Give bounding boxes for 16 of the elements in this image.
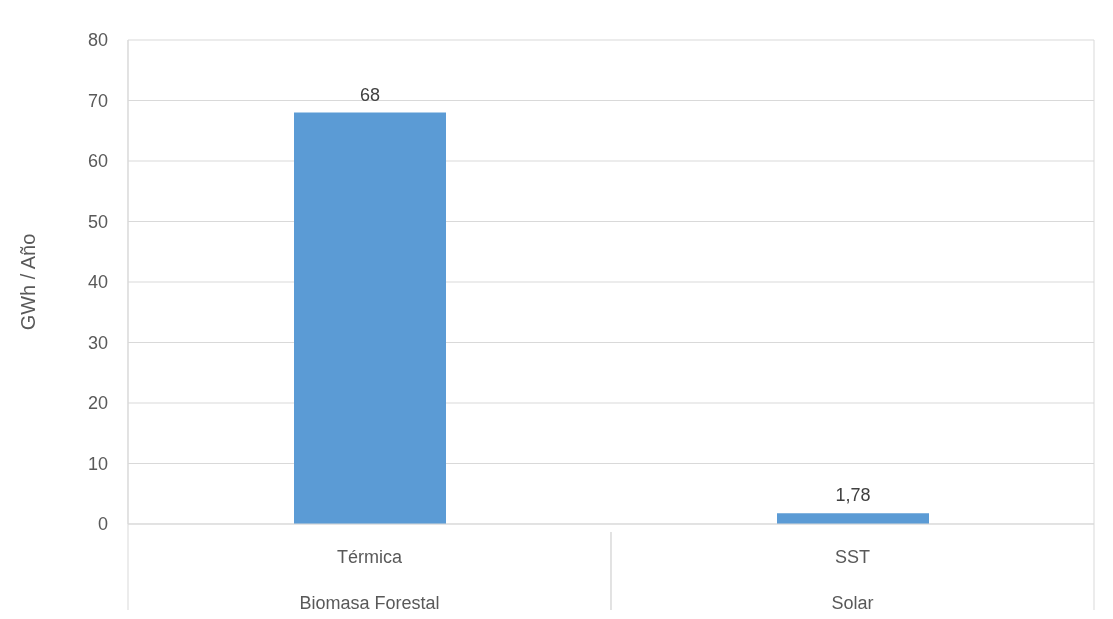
y-axis-title: GWh / Año [17,233,40,331]
x-tick-label: Térmica [336,547,403,567]
data-label: 1,78 [835,485,871,506]
text: Biomasa Forestal [299,593,440,613]
y-tick-label: 30 [87,332,108,353]
y-tick-label: 0 [97,514,108,535]
text: Solar [831,593,874,613]
x-tick-label: SST [834,547,871,567]
y-tick-label: 80 [87,30,108,51]
y-tick-label: 50 [87,211,108,232]
data-label: 68 [359,84,381,105]
y-tick-label: 40 [87,272,108,293]
y-tick-label: 60 [87,151,108,172]
y-tick-label: 70 [87,90,108,111]
y-tick-label: 10 [87,453,108,474]
y-tick-label: 20 [87,393,108,414]
